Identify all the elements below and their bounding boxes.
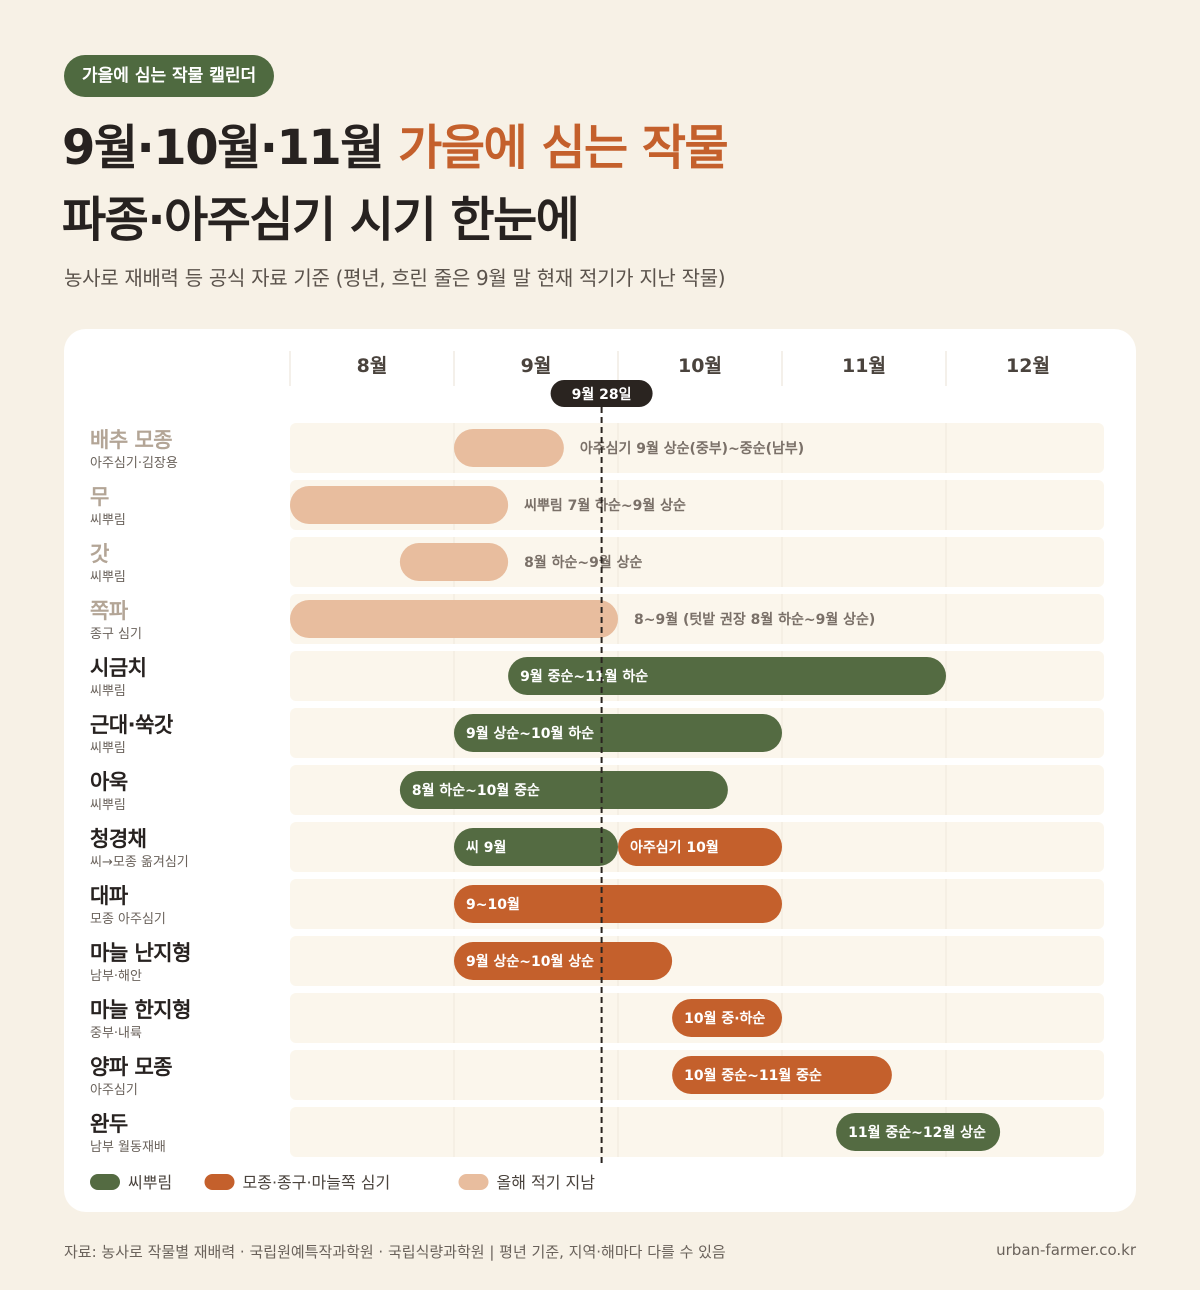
period-bar-planting [672,999,782,1037]
crop-method: 아주심기 [90,1083,138,1098]
crop-method: 씨뿌림 [90,798,126,813]
page-title: 9월·10월·11월 가을에 심는 작물 파종·아주심기 시기 한눈에 [62,112,729,256]
period-label: 10월 중순~11월 중순 [684,1067,822,1084]
today-badge [550,380,653,407]
period-bar-planting [454,942,673,980]
period-label: 8월 하순~9월 상순 [524,554,642,571]
crop-name: 완두 [90,1112,128,1136]
period-bar-passed [290,600,618,638]
today-label: 9월 28일 [572,386,632,403]
month-label-10: 10월 [678,355,722,377]
period-label: 아주심기 9월 상순(중부)~중순(남부) [580,440,804,457]
period-bar-passed [399,543,509,581]
period-label: 9월 상순~10월 하순 [466,725,594,742]
period-bar-planting [454,885,782,923]
period-label: 9월 상순~10월 상순 [466,953,594,970]
crop-method: 씨→모종 옮겨심기 [90,855,189,870]
source-note: 자료: 농사로 작물별 재배력 · 국립원예특작과학원 · 국립식량과학원 | … [64,1243,726,1261]
crop-name: 양파 모종 [90,1055,173,1079]
crop-name: 청경채 [90,827,147,851]
crop-name: 쪽파 [90,599,128,623]
crop-name: 갓 [90,542,109,566]
period-label: 9월 중순~11월 하순 [520,668,648,685]
period-label: 8~9월 (텃밭 권장 8월 하순~9월 상순) [634,611,875,628]
crop-method: 모종 아주심기 [90,912,166,927]
period-label: 씨 9월 [466,839,506,856]
legend-label: 씨뿌림 [128,1173,172,1192]
title-line1-accent: 가을에 심는 작물 [398,120,729,176]
period-bar-sowing [508,657,946,695]
month-label-12: 12월 [1006,355,1050,377]
period-bar-planting [618,828,782,866]
category-badge: 가을에 심는 작물 캘린더 [64,55,275,97]
crop-method: 씨뿌림 [90,741,126,756]
period-bar-passed [454,429,564,467]
period-label: 11월 중순~12월 상순 [848,1124,986,1141]
period-label: 10월 중·하순 [684,1010,765,1027]
crop-name: 대파 [90,884,128,908]
legend-swatch-passed [458,1174,489,1190]
legend-swatch-sowing [90,1174,120,1190]
period-bar-planting [672,1056,892,1094]
crop-name: 무 [90,485,109,509]
site-url[interactable]: urban-farmer.co.kr [996,1241,1136,1259]
crop-method: 남부·해안 [90,969,142,984]
month-label-11: 11월 [842,355,886,377]
period-label: 아주심기 10월 [630,839,719,856]
month-label-9: 9월 [521,355,552,377]
crop-name: 마늘 난지형 [90,941,191,965]
period-label: 8월 하순~10월 중순 [412,782,540,799]
crop-method: 아주심기·김장용 [90,456,178,471]
title-line2: 파종·아주심기 시기 한눈에 [62,192,580,248]
page-subtitle: 농사로 재배력 등 공식 자료 기준 (평년, 흐린 줄은 9월 말 현재 적기… [64,266,726,290]
title-line1-a: 9월·10월·11월 [62,120,399,176]
crop-name: 배추 모종 [90,428,173,452]
month-label-8: 8월 [357,355,388,377]
crop-method: 씨뿌림 [90,684,126,699]
row-background [290,936,1104,986]
crop-name: 아욱 [90,770,128,794]
period-bar-sowing [454,714,782,752]
crop-method: 씨뿌림 [90,513,126,528]
crop-name: 시금치 [90,656,147,680]
period-bar-sowing [836,1113,1001,1151]
legend-label: 모종·종구·마늘쪽 심기 [243,1173,391,1192]
crop-method: 씨뿌림 [90,570,126,585]
period-bar-sowing [399,771,728,809]
crop-name: 마늘 한지형 [90,998,191,1022]
crop-method: 중부·내륙 [90,1026,142,1041]
legend-label: 올해 적기 지남 [497,1173,596,1192]
period-label: 9~10월 [466,896,520,913]
period-bar-passed [290,486,509,524]
legend-swatch-planting [204,1174,235,1190]
period-bar-sowing [454,828,618,866]
crop-method: 남부 월동재배 [90,1140,166,1155]
period-label: 씨뿌림 7월 하순~9월 상순 [524,497,686,514]
crop-name: 근대·쑥갓 [90,713,173,737]
crop-method: 종구 심기 [90,627,142,642]
